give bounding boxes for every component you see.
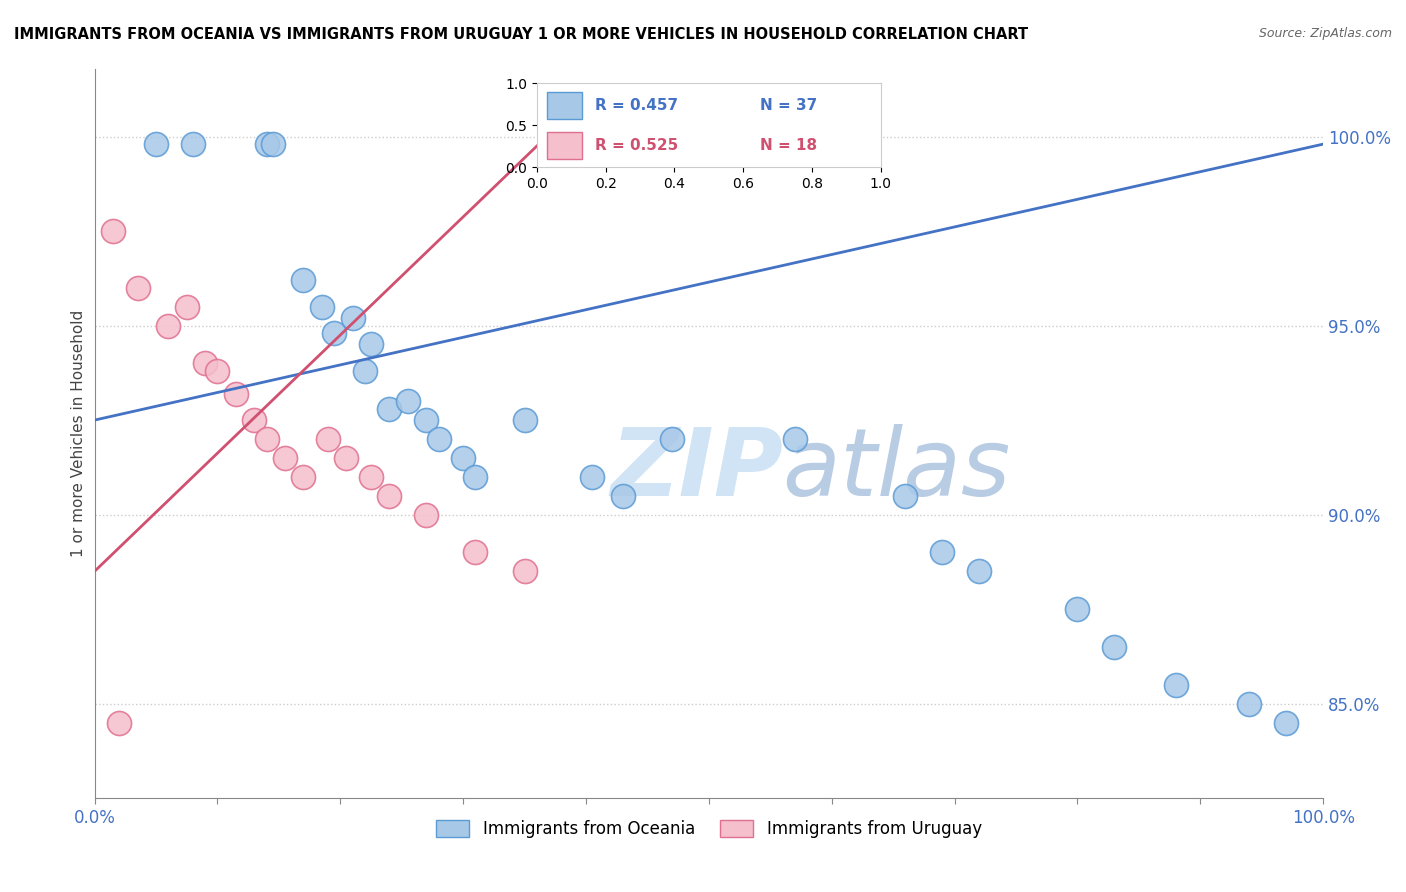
Point	[967, 564, 990, 578]
Point	[1164, 678, 1187, 692]
Point	[108, 715, 131, 730]
Point	[378, 489, 401, 503]
Point	[311, 300, 333, 314]
Point	[101, 224, 124, 238]
Point	[1275, 715, 1298, 730]
Point	[225, 386, 247, 401]
Point	[360, 337, 382, 351]
Point	[1239, 697, 1261, 711]
Point	[262, 137, 284, 152]
Point	[194, 356, 217, 370]
Point	[451, 450, 474, 465]
Point	[1066, 602, 1088, 616]
Point	[323, 326, 346, 340]
Point	[176, 300, 198, 314]
Point	[360, 470, 382, 484]
Point	[396, 394, 419, 409]
Point	[415, 413, 437, 427]
Legend: Immigrants from Oceania, Immigrants from Uruguay: Immigrants from Oceania, Immigrants from…	[429, 813, 988, 845]
Point	[427, 432, 450, 446]
Point	[354, 364, 377, 378]
Point	[464, 470, 486, 484]
Point	[661, 432, 683, 446]
Point	[207, 364, 229, 378]
Point	[335, 450, 357, 465]
Point	[783, 432, 806, 446]
Point	[316, 432, 339, 446]
Point	[513, 413, 536, 427]
Point	[274, 450, 297, 465]
Point	[342, 311, 364, 326]
Point	[127, 281, 149, 295]
Point	[581, 470, 603, 484]
Point	[292, 470, 315, 484]
Point	[894, 489, 917, 503]
Text: IMMIGRANTS FROM OCEANIA VS IMMIGRANTS FROM URUGUAY 1 OR MORE VEHICLES IN HOUSEHO: IMMIGRANTS FROM OCEANIA VS IMMIGRANTS FR…	[14, 27, 1028, 42]
Point	[415, 508, 437, 522]
Point	[292, 273, 315, 287]
Point	[1104, 640, 1126, 654]
Text: atlas: atlas	[783, 425, 1011, 516]
Point	[256, 432, 278, 446]
Point	[243, 413, 266, 427]
Point	[256, 137, 278, 152]
Point	[464, 545, 486, 559]
Point	[378, 401, 401, 416]
Point	[181, 137, 204, 152]
Point	[145, 137, 167, 152]
Point	[931, 545, 953, 559]
Y-axis label: 1 or more Vehicles in Household: 1 or more Vehicles in Household	[72, 310, 86, 557]
Point	[612, 489, 634, 503]
Text: ZIP: ZIP	[610, 424, 783, 516]
Text: Source: ZipAtlas.com: Source: ZipAtlas.com	[1258, 27, 1392, 40]
Point	[513, 564, 536, 578]
Point	[157, 318, 180, 333]
